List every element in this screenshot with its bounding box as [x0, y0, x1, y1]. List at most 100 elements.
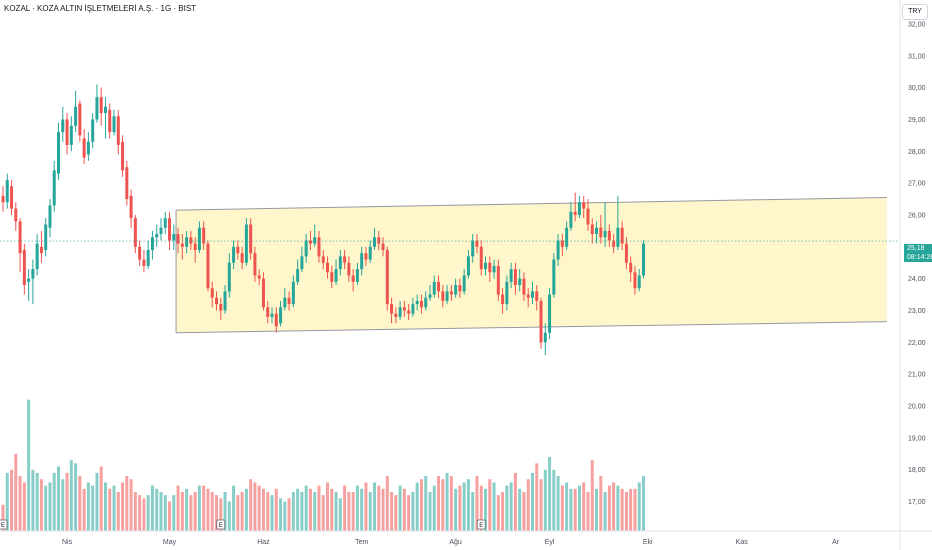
volume-bar: [78, 476, 82, 531]
candle-body: [526, 294, 530, 298]
candle-body: [321, 256, 325, 263]
y-tick-label: 23,00: [908, 308, 926, 315]
volume-bar: [304, 485, 308, 531]
candle-body: [492, 265, 496, 273]
volume-bar: [27, 399, 31, 531]
candle-body: [360, 253, 364, 270]
earnings-marker[interactable]: [216, 519, 226, 530]
candle-body: [496, 265, 500, 295]
earnings-marker[interactable]: [0, 519, 8, 530]
volume-bar: [364, 482, 368, 531]
channel-lower-line: [176, 321, 887, 334]
candle-body: [548, 294, 552, 333]
volume-bar: [513, 472, 517, 531]
volume-bar: [390, 491, 394, 531]
candle-body: [407, 310, 411, 314]
volume-bar: [454, 488, 458, 531]
volume-bar: [590, 460, 594, 531]
chart-title: KOZAL · KOZA ALTIN İŞLETMELERİ A.Ş. · 1G…: [4, 4, 197, 13]
candle-body: [419, 300, 423, 308]
candle-body: [552, 259, 556, 295]
volume-bar: [552, 469, 556, 531]
candle-body: [458, 285, 462, 292]
currency-button[interactable]: TRY: [902, 4, 928, 20]
volume-bars: [1, 399, 645, 531]
candle-body: [279, 307, 283, 324]
candle-body: [291, 281, 295, 305]
volume-bar: [48, 482, 52, 531]
volume-bar: [543, 469, 547, 531]
candle-body: [385, 249, 389, 305]
volume-bar: [240, 491, 244, 531]
earnings-marker[interactable]: [476, 519, 486, 530]
volume-bar: [108, 488, 112, 531]
volume-bar: [215, 495, 218, 531]
candle-body: [308, 240, 312, 244]
candle-body: [48, 205, 52, 228]
volume-bar: [168, 501, 172, 531]
candle-body: [326, 262, 330, 273]
volume-bar: [582, 482, 586, 531]
volume-bar: [57, 466, 61, 531]
volume-bar: [466, 479, 470, 531]
candle-body: [257, 275, 261, 279]
candle-body: [560, 240, 564, 247]
candle-body: [402, 307, 406, 311]
volume-bar: [91, 485, 95, 531]
volume-bar: [253, 482, 257, 531]
volume-bar: [283, 501, 287, 531]
volume-bar: [471, 491, 475, 531]
candle-body: [266, 307, 270, 317]
candle-body: [347, 262, 351, 276]
volume-bar: [18, 476, 22, 531]
volume-bar: [449, 476, 453, 531]
volume-bar: [52, 472, 56, 531]
volume-bar: [300, 491, 304, 531]
candle-body: [556, 240, 560, 260]
candle-body: [129, 195, 133, 219]
volume-bar: [249, 479, 253, 531]
volume-bar: [526, 479, 530, 531]
candle-body: [227, 262, 231, 292]
volume-bar: [381, 488, 385, 531]
x-tick-label: Haz: [257, 539, 270, 546]
candle-body: [620, 227, 624, 244]
volume-bar: [206, 488, 210, 531]
volume-bar: [31, 469, 35, 531]
candle-body: [159, 227, 163, 235]
candle-body: [582, 202, 586, 209]
x-tick-label: Ar: [832, 539, 840, 546]
candle-body: [595, 227, 599, 235]
volume-bar: [5, 472, 9, 531]
candle-body: [283, 297, 287, 308]
volume-bar: [569, 488, 573, 531]
volume-bar: [385, 476, 389, 531]
candle-body: [509, 269, 513, 282]
candle-body: [253, 253, 257, 276]
candle-body: [244, 224, 248, 263]
volume-bar: [334, 491, 338, 531]
volume-bar: [274, 488, 278, 531]
volume-bar: [308, 488, 312, 531]
volume-bar: [210, 491, 214, 531]
candle-body: [232, 246, 236, 263]
candle-body: [215, 297, 218, 305]
candle-body: [590, 224, 594, 235]
candle-body: [197, 227, 201, 250]
x-tick-label: Eyl: [545, 539, 555, 546]
volume-bar: [419, 479, 423, 531]
volume-bar: [505, 485, 509, 531]
candle-body: [462, 275, 466, 292]
candle-body: [612, 240, 616, 247]
volume-bar: [35, 472, 39, 531]
parallel-channel[interactable]: [175, 196, 887, 334]
volume-bar: [116, 491, 120, 531]
candle-body: [65, 119, 69, 145]
volume-bar: [488, 479, 492, 531]
volume-bar: [266, 491, 270, 531]
volume-bar: [103, 482, 107, 531]
y-tick-label: 31,00: [908, 53, 926, 60]
candle-body: [569, 211, 573, 228]
